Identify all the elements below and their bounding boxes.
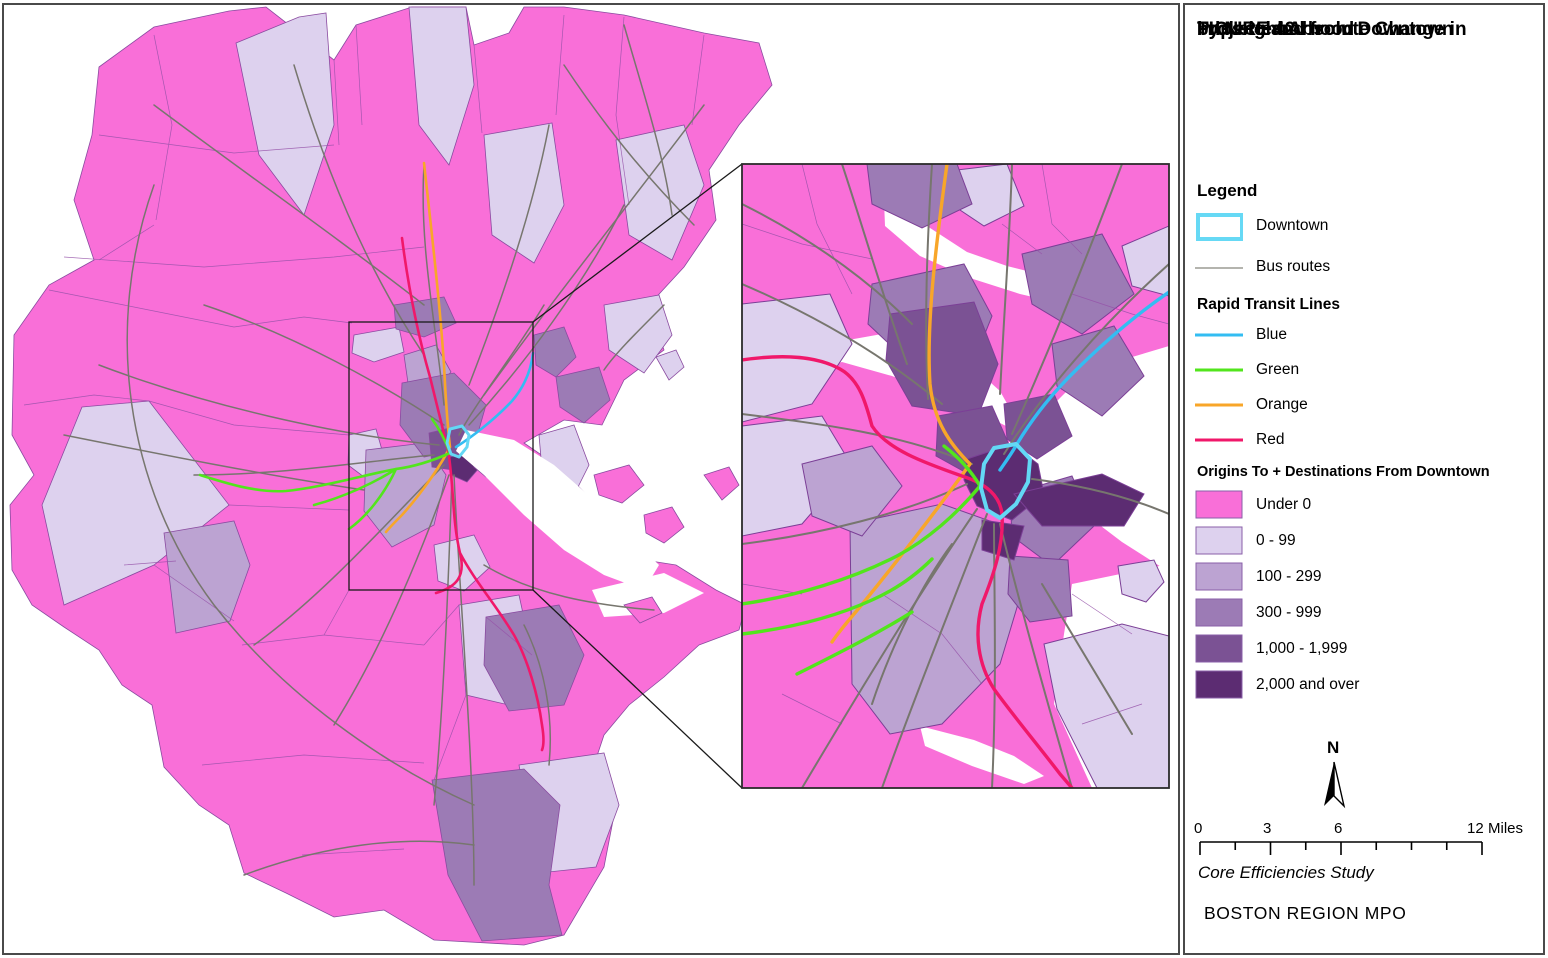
swatch-2000-over-label: 2,000 and over <box>1256 676 1360 693</box>
green-line-sample <box>1195 368 1243 372</box>
connector-lines <box>532 163 743 789</box>
swatch-2000-over <box>1195 670 1243 699</box>
swatch-1000-1999 <box>1195 634 1243 663</box>
green-line <box>198 417 452 531</box>
legend-header: Legend <box>1197 181 1258 200</box>
inset-map <box>741 163 1170 789</box>
north-label: N <box>1327 738 1340 757</box>
scale-bar <box>1199 841 1483 855</box>
red-line-label: Red <box>1256 431 1285 448</box>
boston-harbor-water <box>456 430 659 590</box>
figure-number: FIGURE 42 <box>1197 19 1296 40</box>
inset-blue-line <box>998 290 1169 472</box>
downtown-swatch-rect <box>1196 213 1243 241</box>
bus-routes-label: Bus routes <box>1256 258 1331 275</box>
swatch-100-299-label: 100 - 299 <box>1256 568 1322 585</box>
figure-title-line1: Projected Absolute Change in <box>1197 19 1467 40</box>
inset-red-line <box>742 355 1074 788</box>
transit-layer <box>198 161 545 752</box>
red-line-sample <box>1195 438 1243 442</box>
blue-line-label: Blue <box>1256 326 1288 343</box>
scale-tick-0: 0 <box>1194 820 1203 837</box>
figure-title-line2: Trips to and from Downtown <box>1197 19 1454 40</box>
downtown-outline <box>445 424 471 459</box>
swatch-1000-1999-label: 1,000 - 1,999 <box>1256 640 1348 657</box>
bus-routes-layer <box>63 24 705 886</box>
scale-tick-6: 6 <box>1334 820 1343 837</box>
blue-line-sample <box>1195 333 1243 337</box>
swatch-under-0-label: Under 0 <box>1256 496 1312 513</box>
inset-transit-layer <box>742 164 1169 788</box>
region-map <box>9 6 1170 946</box>
extent-rectangle <box>348 321 534 591</box>
swatch-0-99-label: 0 - 99 <box>1256 532 1296 549</box>
main-map <box>9 6 773 946</box>
green-line-label: Green <box>1256 361 1300 378</box>
orange-line-label: Orange <box>1256 396 1308 413</box>
choropleth-header: Origins To + Destinations From Downtown <box>1197 464 1490 480</box>
municipal-boundaries <box>23 14 705 856</box>
downtown-label: Downtown <box>1256 217 1329 234</box>
swatch-under-0 <box>1195 490 1243 519</box>
scale-tick-12: 12 <box>1467 820 1484 837</box>
swatch-300-999-label: 300 - 999 <box>1256 604 1322 621</box>
north-arrow-icon <box>1324 761 1346 809</box>
bus-routes-sample <box>1195 267 1243 269</box>
figure-title-line3: by Neighborhood <box>1197 19 1355 40</box>
swatch-300-999 <box>1195 598 1243 627</box>
rapid-transit-header: Rapid Transit Lines <box>1197 296 1340 313</box>
agency-name: BOSTON REGION MPO <box>1204 903 1407 923</box>
inset-downtown-outline <box>979 442 1032 520</box>
inset-green-line <box>742 444 982 676</box>
swatch-100-299 <box>1195 562 1243 591</box>
scale-tick-3: 3 <box>1263 820 1272 837</box>
inset-bus-routes-layer <box>742 164 1169 788</box>
harbor-islands <box>593 349 740 624</box>
orange-line-sample <box>1195 403 1243 407</box>
blue-line <box>454 351 535 449</box>
downtown-swatch <box>1196 213 1243 241</box>
map-frame <box>2 3 1180 955</box>
scale-unit: Miles <box>1488 820 1524 837</box>
swatch-0-99 <box>1195 526 1243 555</box>
study-name: Core Efficiencies Study <box>1198 863 1374 882</box>
legend-panel: FIGURE 42 Projected Absolute Change in T… <box>1183 3 1545 955</box>
inset-border <box>741 163 1170 789</box>
